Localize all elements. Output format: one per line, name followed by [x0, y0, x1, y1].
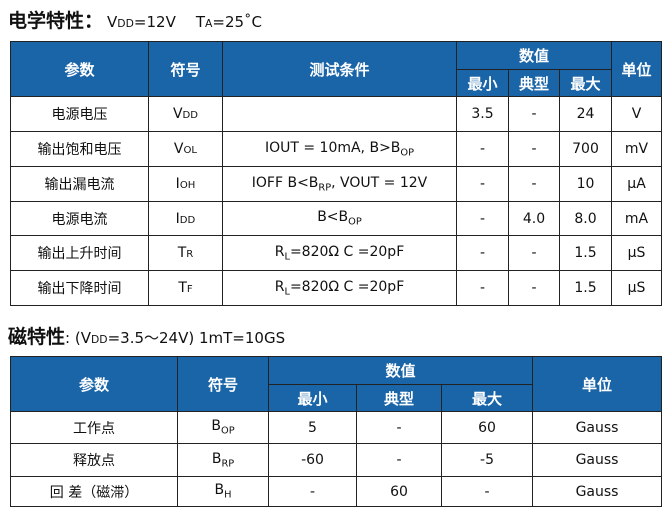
table-row: 输出饱和电压 VOL IOUT = 10mA, B>BOP - -700 mV [10, 131, 663, 167]
magnetic-title-text: 磁特性 [8, 326, 66, 348]
electrical-table: 参数 符号 测试条件 数值 单位 最小 典型 最大 电源电压 VDD 3.5-24 V… [10, 41, 663, 306]
symbol-cell: BOP [177, 411, 269, 444]
electrical-cond-vdd: VDD=12V [107, 13, 176, 31]
table-row: 输出上升时间 TR RL=820Ω C =20pF - -1.5 μS [10, 235, 663, 271]
unit-cell: Gauss [532, 443, 663, 477]
typ-cell: - [508, 131, 560, 167]
symbol-cell: BH [177, 476, 269, 507]
symbol-cell: VOL [148, 131, 223, 167]
max-cell: 24 [558, 96, 613, 132]
max-cell: 60 [440, 411, 534, 444]
header-symbol: 符号 [177, 356, 269, 412]
typ-cell: 60 [356, 476, 442, 507]
table-row: 输出漏电流 IOH IOFF B<BRP, VOUT = 12V - -10 μA [10, 166, 663, 202]
max-cell: - [440, 476, 534, 507]
param-cell: 输出饱和电压 [10, 131, 149, 167]
electrical-title: 电学特性： VDD=12V TA=25˚C [8, 6, 262, 33]
param-cell: 释放点 [10, 443, 178, 477]
unit-cell: Gauss [532, 411, 663, 444]
table-row: 输出下降时间 TF RL=820Ω C =20pF - -1.5 μS [10, 270, 663, 306]
header-min: 最小 [268, 384, 357, 412]
typ-cell: - [356, 411, 442, 444]
typ-cell: 4.0 [508, 201, 560, 236]
param-cell: 电源电压 [10, 96, 149, 132]
max-cell: 8.0 [558, 201, 613, 236]
table-row: 工作点 BOP 5-60 Gauss [10, 411, 663, 444]
symbol-cell: VDD [148, 96, 223, 132]
unit-cell: μS [611, 235, 663, 271]
header-values: 数值 [267, 356, 534, 385]
header-min: 最小 [456, 69, 509, 97]
typ-cell: - [508, 166, 560, 202]
typ-cell: - [356, 443, 442, 477]
param-cell: 工作点 [10, 411, 178, 444]
header-param: 参数 [10, 356, 178, 412]
header-condition: 测试条件 [222, 41, 457, 97]
max-cell: -5 [440, 443, 534, 477]
min-cell: - [456, 235, 509, 271]
condition-cell: IOUT = 10mA, B>BOP [222, 131, 457, 167]
condition-cell: RL=820Ω C =20pF [222, 270, 457, 306]
header-param: 参数 [10, 41, 149, 97]
max-cell: 700 [558, 131, 613, 167]
unit-cell: μA [611, 166, 663, 202]
electrical-title-text: 电学特性： [8, 10, 104, 32]
param-cell: 输出下降时间 [10, 270, 149, 306]
header-typ: 典型 [508, 69, 560, 97]
condition-cell [222, 96, 457, 132]
table-row: 电源电流 IDD B<BOP -4.0 8.0 mA [10, 201, 663, 236]
unit-cell: mV [611, 131, 663, 167]
condition-cell: IOFF B<BRP, VOUT = 12V [222, 166, 457, 202]
header-symbol: 符号 [148, 41, 223, 97]
unit-cell: mA [611, 201, 663, 236]
max-cell: 1.5 [558, 270, 613, 306]
condition-cell: B<BOP [222, 201, 457, 236]
header-unit: 单位 [611, 41, 663, 97]
symbol-cell: TR [148, 235, 223, 271]
table-row: 电源电压 VDD 3.5-24 V [10, 96, 663, 132]
typ-cell: - [508, 270, 560, 306]
min-cell: - [456, 166, 509, 202]
param-cell: 输出漏电流 [10, 166, 149, 202]
symbol-cell: BRP [177, 443, 269, 477]
unit-cell: Gauss [532, 476, 663, 507]
symbol-cell: IDD [148, 201, 223, 236]
typ-cell: - [508, 96, 560, 132]
header-max: 最大 [440, 384, 534, 412]
condition-cell: RL=820Ω C =20pF [222, 235, 457, 271]
header-unit: 单位 [532, 356, 663, 412]
max-cell: 1.5 [558, 235, 613, 271]
min-cell: - [456, 270, 509, 306]
magnetic-cond: : (VDD=3.5～24V) 1mT=10GS [65, 329, 286, 347]
min-cell: 3.5 [456, 96, 509, 132]
typ-cell: - [508, 235, 560, 271]
header-typ: 典型 [356, 384, 442, 412]
electrical-cond-ta: TA=25˚C [195, 13, 263, 31]
param-cell: 电源电流 [10, 201, 149, 236]
min-cell: - [456, 201, 509, 236]
param-cell: 输出上升时间 [10, 235, 149, 271]
symbol-cell: TF [148, 270, 223, 306]
table-row: 回 差（磁滞） BH -60- Gauss [10, 476, 663, 507]
min-cell: 5 [268, 411, 357, 444]
min-cell: -60 [268, 443, 357, 477]
unit-cell: μS [611, 270, 663, 306]
max-cell: 10 [558, 166, 613, 202]
header-max: 最大 [558, 69, 613, 97]
min-cell: - [456, 131, 509, 167]
header-values: 数值 [455, 41, 613, 70]
param-cell: 回 差（磁滞） [10, 476, 178, 507]
symbol-cell: IOH [148, 166, 223, 202]
unit-cell: V [611, 96, 663, 132]
magnetic-title: 磁特性: (VDD=3.5～24V) 1mT=10GS [8, 322, 285, 349]
min-cell: - [268, 476, 357, 507]
magnetic-table: 参数 符号 数值 单位 最小 典型 最大 工作点 BOP 5-60 Gauss 释放点 B… [10, 356, 663, 507]
table-row: 释放点 BRP -60- -5 Gauss [10, 443, 663, 477]
